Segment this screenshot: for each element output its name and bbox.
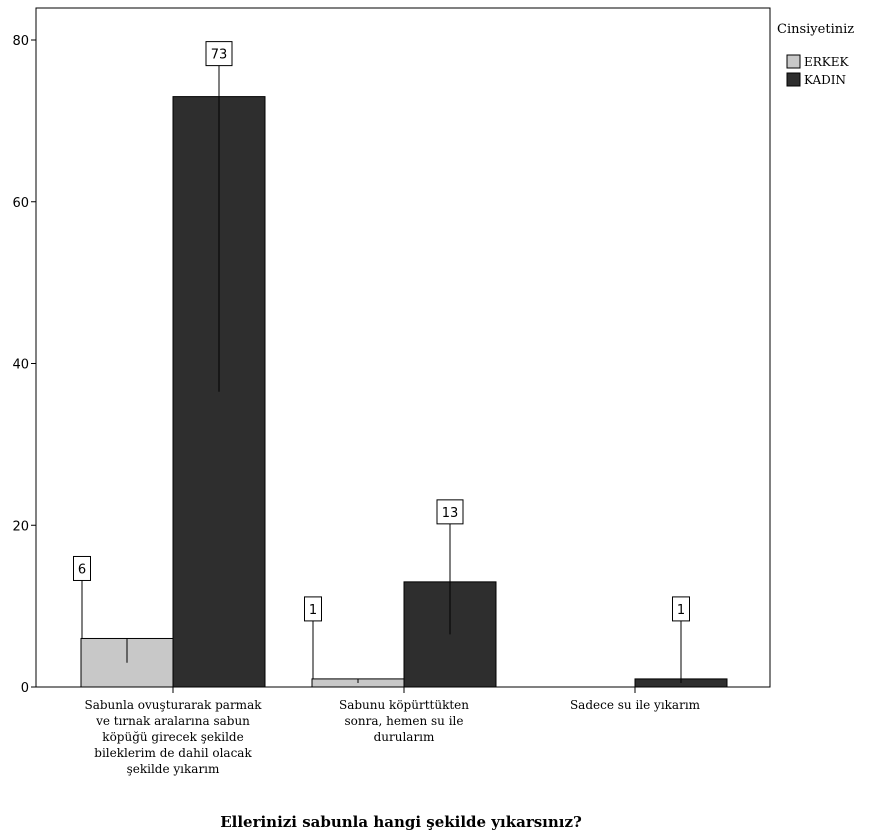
x-axis-label: Ellerinizi sabunla hangi şekilde yıkarsı… [220, 813, 582, 831]
legend-label-erkek: ERKEK [804, 55, 850, 69]
x-tick-label-line: durularım [374, 730, 435, 744]
y-tick-label-3: 60 [12, 196, 29, 211]
data-label-kadin-2: 1 [677, 603, 685, 618]
data-label-box-erkek-0 [73, 555, 91, 581]
x-tick-label-line: şekilde yıkarım [127, 762, 220, 776]
data-label-kadin-0: 73 [211, 48, 228, 63]
x-tick-label-line: Sabunla ovuşturarak parmak [84, 698, 262, 712]
x-tick-label-line: ve tırnak aralarına sabun [95, 714, 250, 728]
x-tick-label-line: Sadece su ile yıkarım [570, 698, 701, 712]
bars: 6 1 73 13 1 [73, 41, 728, 688]
data-label-erkek-0: 6 [78, 562, 86, 577]
x-tick-label-1: Sabunu köpürttükten sonra, hemen su ile du… [339, 698, 469, 744]
x-axis: Sabunla ovuşturarak parmak ve tırnak aral… [84, 687, 701, 776]
x-tick-label-2: Sadece su ile yıkarım [570, 698, 701, 712]
data-label-erkek-1: 1 [309, 603, 317, 618]
data-label-box-erkek-1 [304, 596, 322, 622]
legend: Cinsiyetiniz ERKEK KADIN [777, 22, 854, 87]
x-tick-label-0: Sabunla ovuşturarak parmak ve tırnak aral… [84, 698, 262, 776]
legend-label-kadin: KADIN [804, 73, 846, 87]
y-tick-label-4: 80 [12, 34, 29, 49]
y-tick-label-2: 40 [12, 358, 29, 373]
data-label-kadin-1: 13 [442, 506, 459, 521]
data-label-box-kadin-1 [436, 499, 464, 525]
legend-title: Cinsiyetiniz [777, 22, 854, 37]
legend-swatch-kadin [786, 72, 801, 87]
x-tick-label-line: sonra, hemen su ile [345, 714, 464, 728]
data-label-box-kadin-0 [205, 41, 233, 67]
y-axis: 0 20 40 60 80 [12, 34, 36, 696]
x-tick-label-line: bileklerim de dahil olacak [94, 746, 252, 760]
legend-swatch-erkek [786, 54, 801, 69]
x-tick-label-line: köpüğü girecek şekilde [102, 730, 243, 744]
y-tick-label-1: 20 [12, 519, 29, 534]
x-tick-label-line: Sabunu köpürttükten [339, 698, 469, 712]
data-label-box-kadin-2 [672, 596, 690, 622]
y-tick-label-0: 0 [21, 681, 29, 696]
plot-frame [35, 7, 771, 688]
